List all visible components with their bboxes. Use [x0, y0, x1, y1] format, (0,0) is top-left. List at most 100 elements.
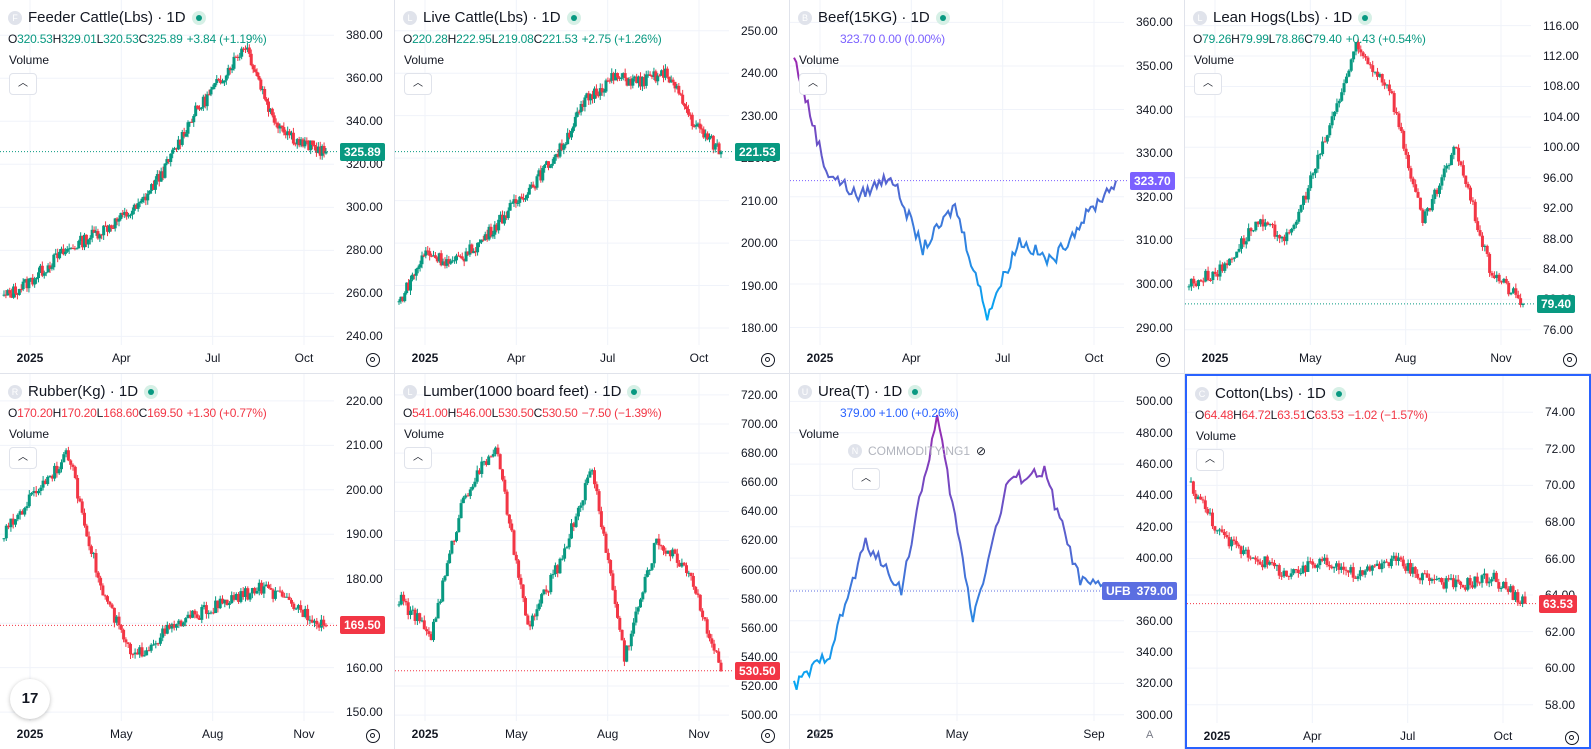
chart-panel-urea[interactable]: U Urea(T) · 1D 379.00 +1.00 (+0.26%) Volume…: [790, 374, 1184, 749]
candle-body: [1438, 185, 1441, 194]
chart-panel-live[interactable]: L Live Cattle(Lbs) · 1D O220.28H222.95L219…: [395, 0, 789, 373]
candle-body: [598, 88, 602, 96]
collapse-legend-button[interactable]: ︿: [9, 73, 37, 95]
ohlc-key-l: L: [96, 406, 104, 420]
symbol-title[interactable]: Rubber(Kg) · 1D: [28, 383, 139, 400]
chart-panel-feeder[interactable]: F Feeder Cattle(Lbs) · 1D O320.53H329.01L3…: [0, 0, 394, 373]
settings-gear-icon[interactable]: [366, 729, 380, 743]
auto-scale-toggle-a[interactable]: A: [1146, 729, 1154, 741]
plot-area[interactable]: [790, 0, 1184, 373]
candle-body: [514, 554, 518, 561]
chart-panel-rubber[interactable]: R Rubber(Kg) · 1D O170.20H170.20L168.60C16…: [0, 374, 394, 749]
symbol-title[interactable]: Feeder Cattle(Lbs) · 1D: [28, 9, 186, 26]
chart-header[interactable]: F Feeder Cattle(Lbs) · 1D: [8, 9, 206, 26]
collapse-legend-button[interactable]: ︿: [1194, 73, 1222, 95]
candle-body: [708, 633, 711, 639]
candle-body: [253, 588, 257, 594]
candle-body: [1426, 208, 1430, 212]
candle-body: [165, 624, 169, 634]
candle-body: [451, 260, 455, 262]
volume-label[interactable]: Volume: [9, 427, 50, 441]
ohlc-key-o: O: [1193, 32, 1203, 46]
hide-eye-icon[interactable]: ⊘: [976, 444, 987, 458]
chart-header[interactable]: L Lean Hogs(Lbs) · 1D: [1193, 9, 1373, 26]
compare-symbol-row[interactable]: N COMMODITY:NG1 ⊘: [848, 444, 986, 458]
symbol-title[interactable]: Cotton(Lbs) · 1D: [1215, 385, 1326, 402]
candle-body: [636, 607, 640, 612]
volume-label[interactable]: Volume: [1194, 53, 1235, 67]
settings-gear-icon[interactable]: [761, 353, 775, 367]
collapse-legend-button[interactable]: ︿: [852, 468, 880, 490]
ohlc-key-l: L: [96, 32, 104, 46]
candle-body: [57, 469, 61, 474]
chart-header[interactable]: R Rubber(Kg) · 1D: [8, 383, 159, 400]
candle-body: [278, 125, 282, 129]
candle-body: [640, 77, 644, 87]
symbol-title[interactable]: Lean Hogs(Lbs) · 1D: [1213, 9, 1353, 26]
candle-body: [1492, 572, 1496, 580]
chart-panel-beef[interactable]: B Beef(15KG) · 1D 323.70 0.00 (0.00%) Volum…: [790, 0, 1184, 373]
y-axis-tick: 360.00: [1136, 613, 1173, 628]
settings-gear-icon[interactable]: [1156, 353, 1170, 367]
volume-label[interactable]: Volume: [1196, 429, 1237, 443]
collapse-legend-button[interactable]: ︿: [404, 447, 432, 469]
settings-gear-icon[interactable]: [761, 729, 775, 743]
plot-area[interactable]: [395, 0, 789, 373]
candle-body: [405, 282, 409, 294]
candle-body: [458, 256, 462, 258]
chart-header[interactable]: L Live Cattle(Lbs) · 1D: [403, 9, 581, 26]
symbol-title[interactable]: Lumber(1000 board feet) · 1D: [423, 383, 622, 400]
tradingview-logo-icon[interactable]: 17: [10, 679, 50, 719]
candle-body: [253, 69, 257, 72]
volume-label[interactable]: Volume: [799, 53, 840, 67]
candle-body: [407, 282, 411, 291]
plot-area[interactable]: [395, 374, 789, 749]
settings-gear-icon[interactable]: [366, 353, 380, 367]
candle-body: [184, 618, 188, 623]
collapse-legend-button[interactable]: ︿: [9, 447, 37, 469]
plot-area[interactable]: [1185, 0, 1591, 373]
candle-body: [550, 163, 554, 166]
candle-body: [1280, 236, 1284, 239]
y-axis-tick: 290.00: [1136, 320, 1173, 335]
candle-body: [301, 139, 305, 147]
symbol-title[interactable]: Live Cattle(Lbs) · 1D: [423, 9, 561, 26]
candle-body: [675, 553, 679, 563]
candle-body: [119, 625, 123, 630]
chart-header[interactable]: B Beef(15KG) · 1D: [798, 9, 950, 26]
candle-body: [524, 198, 527, 200]
volume-label[interactable]: Volume: [404, 53, 445, 67]
collapse-legend-button[interactable]: ︿: [1196, 449, 1224, 471]
chart-panel-lumber[interactable]: L Lumber(1000 board feet) · 1D O541.00H546…: [395, 374, 789, 749]
candle-body: [489, 226, 493, 237]
candle-body: [1511, 288, 1515, 293]
chart-header[interactable]: U Urea(T) · 1D: [798, 383, 923, 400]
volume-label[interactable]: Volume: [404, 427, 445, 441]
settings-gear-icon[interactable]: [1565, 731, 1579, 745]
candle-body: [403, 293, 407, 302]
chart-panel-cotton[interactable]: C Cotton(Lbs) · 1D O64.48H64.72L63.51C63.5…: [1185, 374, 1591, 749]
plot-area[interactable]: [0, 374, 394, 749]
candle-body: [474, 250, 478, 253]
chart-header[interactable]: L Lumber(1000 board feet) · 1D: [403, 383, 642, 400]
symbol-title[interactable]: Beef(15KG) · 1D: [818, 9, 930, 26]
candle-body: [99, 577, 103, 586]
collapse-legend-button[interactable]: ︿: [799, 73, 827, 95]
volume-label[interactable]: Volume: [799, 427, 840, 441]
chart-panel-hogs[interactable]: L Lean Hogs(Lbs) · 1D O79.26H79.99L78.86C7…: [1185, 0, 1591, 373]
candle-body: [226, 67, 230, 76]
zoom-toggle-z[interactable]: Z: [814, 729, 821, 741]
candle-body: [201, 96, 205, 108]
candle-body: [1423, 573, 1427, 575]
chart-header[interactable]: C Cotton(Lbs) · 1D: [1195, 385, 1346, 402]
plot-area[interactable]: [1187, 376, 1591, 749]
settings-gear-icon[interactable]: [1563, 353, 1577, 367]
plot-area[interactable]: [790, 374, 1184, 749]
collapse-legend-button[interactable]: ︿: [404, 73, 432, 95]
x-axis-tick: 2025: [16, 351, 44, 365]
symbol-title[interactable]: Urea(T) · 1D: [818, 383, 903, 400]
volume-label[interactable]: Volume: [9, 53, 50, 67]
plot-area[interactable]: [0, 0, 394, 373]
candle-body: [654, 71, 658, 82]
candle-body: [115, 218, 119, 222]
